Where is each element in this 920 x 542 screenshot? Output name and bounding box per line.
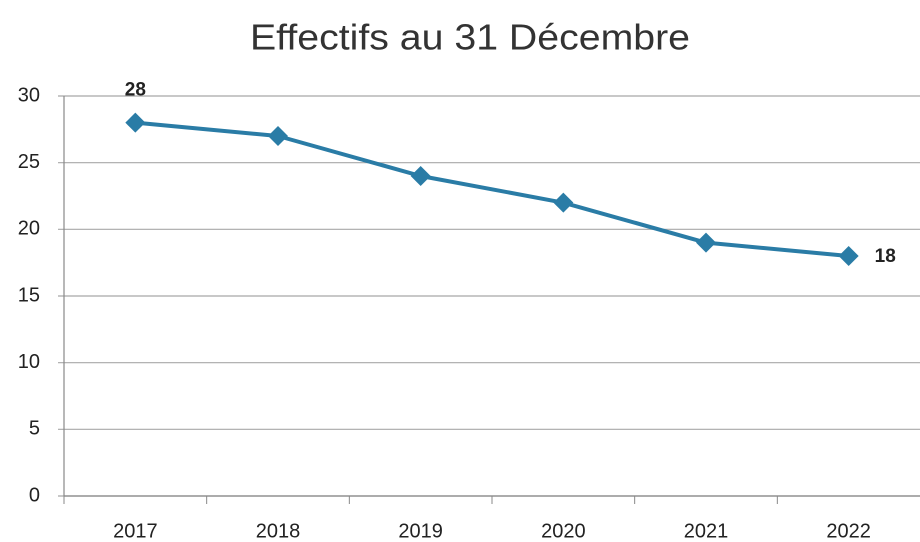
y-tick-label: 30 [18, 84, 40, 106]
marker [125, 112, 146, 133]
x-tick-label: 2021 [684, 520, 729, 542]
data-label: 28 [125, 80, 146, 101]
y-tick-label: 15 [18, 284, 40, 306]
line [135, 120, 849, 258]
x-tick-label: 2020 [541, 520, 586, 542]
y-tick-label: 5 [29, 418, 40, 440]
marker [268, 126, 288, 146]
data-label: 18 [875, 246, 896, 267]
chart-title: Effectifs au 31 Décembre [250, 17, 690, 58]
x-tick-label: 2019 [398, 520, 443, 542]
y-tick-label: 0 [29, 484, 40, 506]
marker [696, 232, 716, 253]
marker [410, 166, 431, 186]
y-tick-label: 25 [18, 151, 40, 173]
y-tick-label: 10 [18, 351, 40, 373]
marker [838, 246, 859, 266]
x-tick-label: 2022 [826, 520, 871, 542]
x-tick-label: 2018 [256, 520, 301, 542]
x-tick-label: 2017 [113, 520, 158, 542]
y-tick-label: 20 [18, 218, 40, 240]
marker [553, 192, 574, 213]
